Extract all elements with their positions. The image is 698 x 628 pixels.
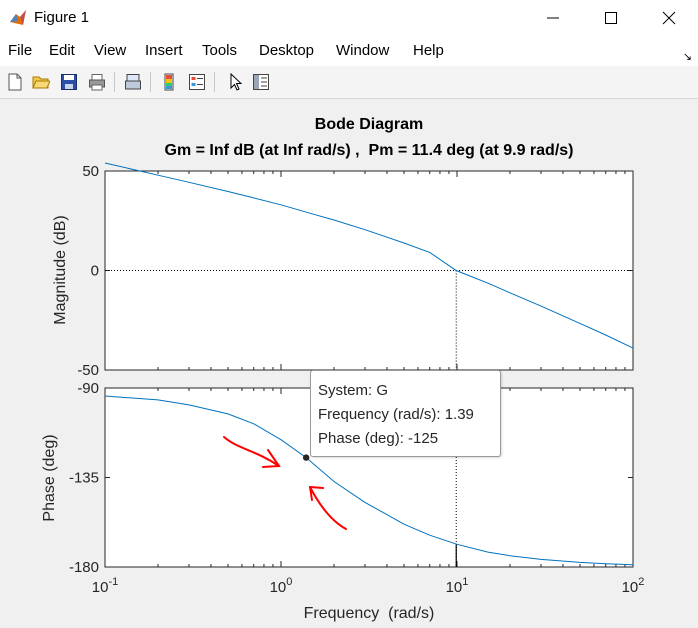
x-tick-base: 10 [622, 579, 639, 596]
window-title-bar: Figure 1 [0, 0, 698, 36]
link-plot-button[interactable] [122, 71, 144, 93]
datatip-phase: Phase (deg): -125 [318, 430, 439, 447]
menu-insert[interactable]: Insert [145, 42, 183, 59]
x-tick-exponent: 1 [462, 576, 468, 588]
print-button[interactable] [86, 71, 108, 93]
x-tick-exponent: -1 [108, 576, 118, 588]
phase-y-label: Phase (deg) [41, 434, 58, 521]
save-button[interactable] [58, 71, 80, 93]
menu-edit[interactable]: Edit [49, 42, 75, 59]
x-tick-label: 100 [270, 576, 293, 596]
minimize-button[interactable] [528, 0, 578, 36]
maximize-icon [605, 12, 617, 24]
datatip-system: System: G [318, 382, 389, 399]
x-ticks: 10-1 100 101 102 [92, 171, 645, 596]
open-file-button[interactable] [30, 71, 52, 93]
maximize-button[interactable] [586, 0, 636, 36]
magnitude-y-tick-label: 50 [82, 163, 99, 180]
x-tick-base: 10 [92, 579, 109, 596]
x-tick-exponent: 0 [286, 576, 292, 588]
property-editor-icon [253, 74, 269, 90]
menu-window[interactable]: Window [336, 42, 390, 59]
chart-title: Bode Diagram [315, 116, 423, 133]
close-button[interactable] [644, 0, 694, 36]
menu-view[interactable]: View [94, 42, 127, 59]
colorbar-button[interactable] [158, 71, 180, 93]
link-plot-icon [125, 74, 141, 90]
red-annotation-arrow-upper [223, 436, 281, 468]
figure-toolbar [0, 66, 698, 99]
toolbar-separator [214, 72, 215, 92]
x-tick-label: 101 [446, 576, 469, 596]
open-file-icon [32, 76, 50, 89]
phase-y-tick-label: -135 [69, 470, 99, 487]
x-tick-label: 102 [622, 576, 645, 596]
menu-file[interactable]: File [8, 42, 33, 59]
toolbar-separator [114, 72, 115, 92]
phase-series-line[interactable] [104, 395, 634, 566]
phase-y-ticks: -90 -135 -180 [69, 380, 633, 576]
phase-y-tick-label: -180 [69, 559, 99, 576]
red-annotation-arrow-lower [309, 486, 347, 530]
magnitude-y-label: Magnitude (dB) [52, 215, 69, 324]
chart-subtitle: Gm = Inf dB (at Inf rad/s) , Pm = 11.4 d… [165, 142, 574, 159]
x-tick-label: 10-1 [92, 576, 118, 596]
pointer-icon [230, 73, 243, 91]
colorbar-icon [164, 73, 174, 91]
x-tick-base: 10 [446, 579, 463, 596]
new-figure-button[interactable] [4, 71, 26, 93]
menu-bar: File Edit View Insert Tools Desktop Wind… [0, 36, 698, 66]
datatip-frequency: Frequency (rad/s): 1.39 [318, 406, 474, 423]
magnitude-series-line[interactable] [104, 162, 634, 349]
toolbar-separator [150, 72, 151, 92]
minimize-icon [547, 17, 559, 19]
dock-arrow-icon[interactable]: ↘ [682, 51, 692, 63]
magnitude-y-tick-label: -50 [77, 362, 99, 379]
x-tick-base: 10 [270, 579, 287, 596]
x-axis-label: Frequency (rad/s) [304, 605, 435, 622]
phase-y-tick-label: -90 [77, 380, 99, 397]
magnitude-y-ticks: 50 0 -50 [77, 163, 633, 379]
legend-button[interactable] [186, 71, 208, 93]
magnitude-y-tick-label: 0 [91, 263, 99, 280]
figure-area: Bode Diagram Gm = Inf dB (at Inf rad/s) … [0, 98, 698, 628]
menu-help[interactable]: Help [413, 42, 444, 59]
save-icon [61, 74, 77, 90]
matlab-icon [10, 10, 26, 25]
bode-plot: Bode Diagram Gm = Inf dB (at Inf rad/s) … [41, 116, 645, 622]
property-editor-button[interactable] [250, 71, 272, 93]
window-title: Figure 1 [34, 9, 90, 26]
menu-tools[interactable]: Tools [202, 42, 238, 59]
new-figure-icon [8, 73, 22, 91]
menu-desktop[interactable]: Desktop [259, 42, 315, 59]
datatip-box[interactable]: System: G Frequency (rad/s): 1.39 Phase … [310, 370, 501, 457]
print-icon [89, 74, 105, 91]
close-icon [662, 11, 676, 25]
datatip-marker[interactable] [302, 454, 310, 461]
legend-icon [189, 74, 205, 90]
x-tick-exponent: 2 [638, 576, 644, 588]
pointer-button[interactable] [224, 71, 246, 93]
